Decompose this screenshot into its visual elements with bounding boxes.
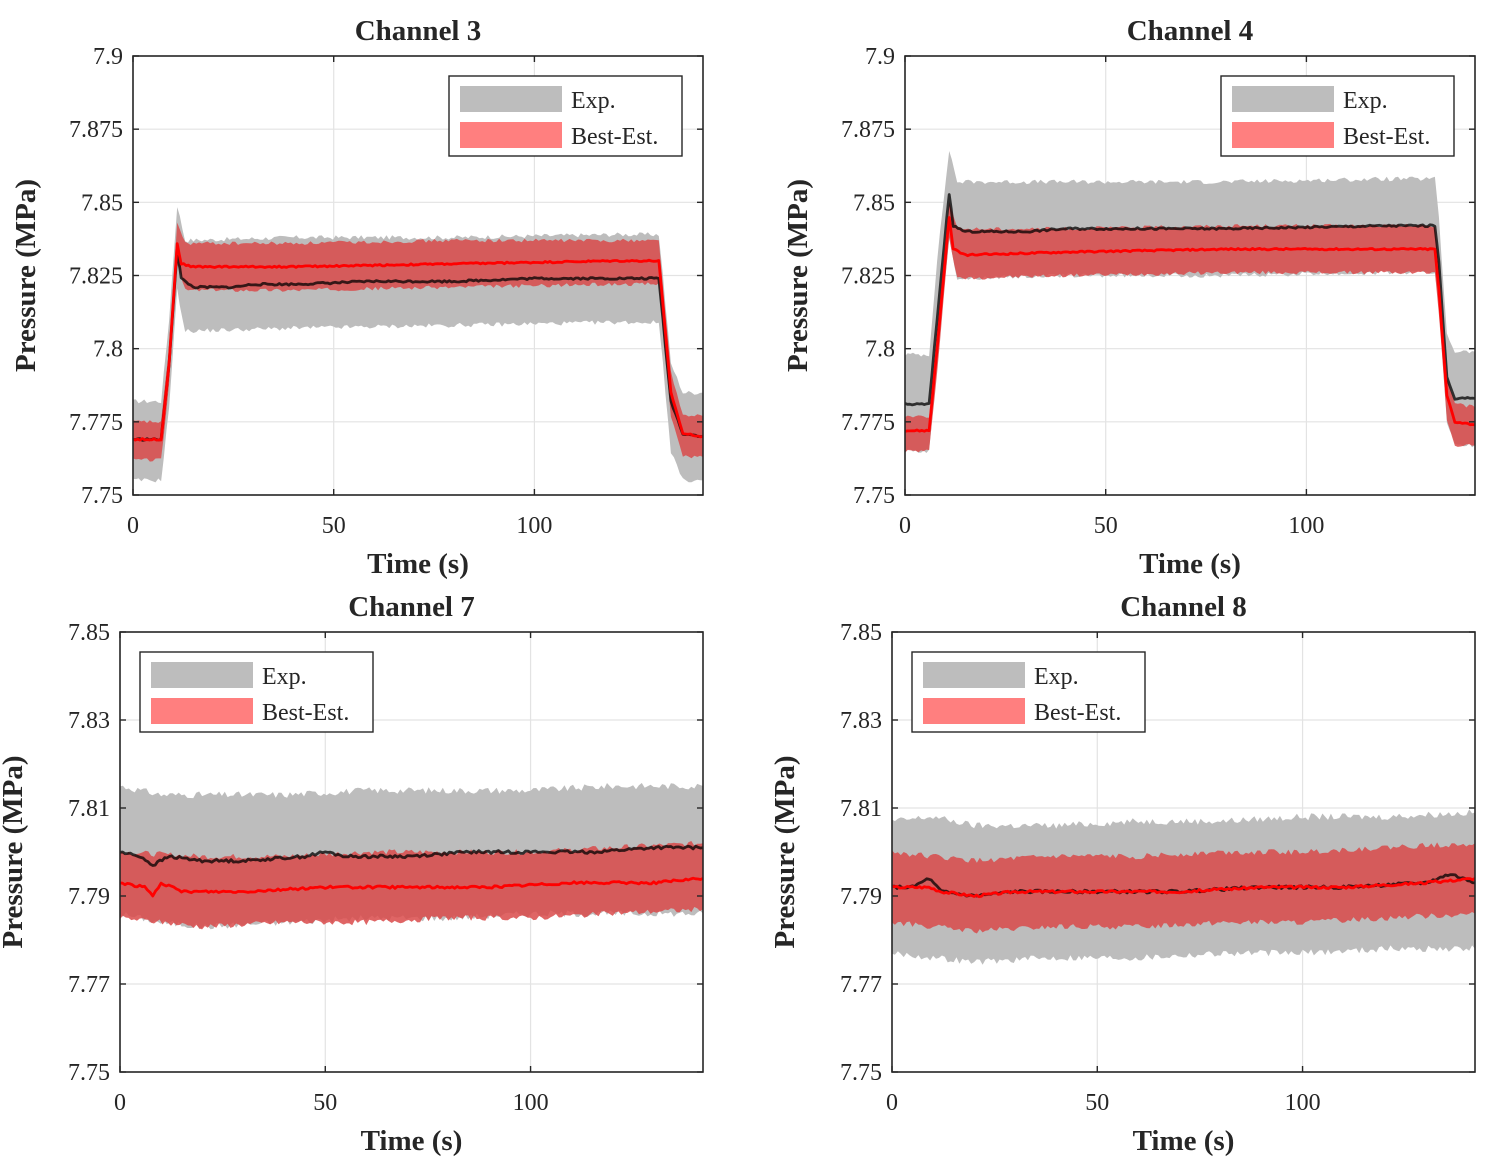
- y-axis-label: Pressure (MPa): [769, 755, 801, 948]
- legend-swatch-best-est: [1232, 122, 1334, 148]
- line-best-est: [133, 242, 703, 442]
- band-best-est: [892, 842, 1475, 934]
- x-axis-label: Time (s): [1139, 548, 1241, 580]
- x-tick-label: 0: [127, 513, 139, 539]
- band-best-est: [133, 222, 703, 462]
- y-tick-label: 7.8: [865, 337, 895, 363]
- legend-swatch-exp: [460, 86, 562, 112]
- chart-panel-4: 0 50 100 7.75 7.77 7.79 7.81 7.83 7.85 Channel 8 T…: [769, 591, 1476, 1157]
- y-tick-label: 7.79: [840, 884, 882, 910]
- legend-label-exp: Exp.: [262, 664, 307, 690]
- line-exp: [133, 248, 703, 442]
- y-tick-label: 7.875: [841, 117, 895, 143]
- legend-label-exp: Exp.: [1343, 88, 1388, 114]
- legend-swatch-best-est: [923, 698, 1025, 724]
- legend: Exp. Best-Est.: [448, 75, 683, 157]
- axes-box: [891, 631, 1476, 1073]
- y-tick-label: 7.83: [840, 708, 882, 734]
- x-axis-label: Time (s): [367, 548, 469, 580]
- chart-panel-1: 0 50 100 7.75 7.775 7.8 7.825 7.85 7.875 7.9 Chann…: [10, 15, 704, 580]
- legend: Exp. Best-Est.: [1220, 75, 1455, 157]
- y-tick-label: 7.775: [841, 410, 895, 436]
- legend-swatch-best-est: [151, 698, 253, 724]
- legend-swatch-best-est: [460, 122, 562, 148]
- x-tick-label: 50: [1094, 513, 1118, 539]
- y-tick-label: 7.77: [840, 972, 882, 998]
- y-tick-label: 7.75: [81, 483, 123, 509]
- legend-label-best-est: Best-Est.: [571, 124, 658, 150]
- legend-label-best-est: Best-Est.: [262, 700, 349, 726]
- y-tick-label: 7.79: [68, 884, 110, 910]
- legend-label-exp: Exp.: [571, 88, 616, 114]
- y-tick-label: 7.77: [68, 972, 110, 998]
- y-tick-label: 7.9: [865, 44, 895, 70]
- axes-box: [119, 631, 704, 1073]
- chart-title: Channel 4: [1127, 15, 1254, 47]
- x-axis-label: Time (s): [1133, 1125, 1235, 1157]
- y-tick-label: 7.9: [93, 44, 123, 70]
- y-tick-label: 7.83: [68, 708, 110, 734]
- y-tick-label: 7.75: [68, 1060, 110, 1086]
- line-best-est: [905, 216, 1475, 433]
- y-axis-label: Pressure (MPa): [782, 179, 814, 372]
- legend-label-best-est: Best-Est.: [1034, 700, 1121, 726]
- x-tick-label: 100: [513, 1090, 549, 1116]
- y-tick-label: 7.8: [93, 337, 123, 363]
- y-axis-label: Pressure (MPa): [0, 755, 29, 948]
- y-tick-label: 7.81: [840, 796, 882, 822]
- y-tick-label: 7.85: [81, 190, 123, 216]
- y-tick-label: 7.775: [69, 410, 123, 436]
- y-tick-label: 7.875: [69, 117, 123, 143]
- chart-panel-3: 0 50 100 7.75 7.77 7.79 7.81 7.83 7.85 Channel 7 T…: [0, 591, 704, 1157]
- legend-label-exp: Exp.: [1034, 664, 1079, 690]
- y-axis-label: Pressure (MPa): [10, 179, 42, 372]
- x-tick-label: 100: [1285, 1090, 1321, 1116]
- x-axis-label: Time (s): [361, 1125, 463, 1157]
- legend-swatch-exp: [151, 662, 253, 688]
- chart-title: Channel 3: [355, 15, 482, 47]
- line-exp: [120, 844, 703, 867]
- band-best-est: [120, 841, 703, 930]
- x-tick-label: 50: [322, 513, 346, 539]
- y-tick-label: 7.825: [841, 264, 895, 290]
- legend: Exp. Best-Est.: [139, 651, 374, 733]
- y-tick-label: 7.85: [68, 620, 110, 646]
- chart-title: Channel 7: [348, 591, 475, 623]
- y-tick-label: 7.85: [853, 190, 895, 216]
- y-tick-label: 7.81: [68, 796, 110, 822]
- line-best-est: [120, 876, 703, 898]
- line-best-est: [892, 877, 1475, 899]
- y-tick-label: 7.825: [69, 264, 123, 290]
- line-exp: [905, 193, 1475, 407]
- legend: Exp. Best-Est.: [911, 651, 1146, 733]
- y-tick-label: 7.75: [840, 1060, 882, 1086]
- x-tick-label: 100: [1288, 513, 1324, 539]
- x-tick-label: 50: [1085, 1090, 1109, 1116]
- chart-title: Channel 8: [1120, 591, 1247, 623]
- x-tick-label: 0: [899, 513, 911, 539]
- band-best-est: [905, 201, 1475, 453]
- x-tick-label: 0: [886, 1090, 898, 1116]
- x-tick-label: 100: [516, 513, 552, 539]
- legend-swatch-exp: [923, 662, 1025, 688]
- x-tick-label: 50: [313, 1090, 337, 1116]
- chart-panel-2: 0 50 100 7.75 7.775 7.8 7.825 7.85 7.875 7.9 Chann…: [782, 15, 1476, 580]
- y-tick-label: 7.75: [853, 483, 895, 509]
- y-tick-label: 7.85: [840, 620, 882, 646]
- legend-swatch-exp: [1232, 86, 1334, 112]
- legend-label-best-est: Best-Est.: [1343, 124, 1430, 150]
- x-tick-label: 0: [114, 1090, 126, 1116]
